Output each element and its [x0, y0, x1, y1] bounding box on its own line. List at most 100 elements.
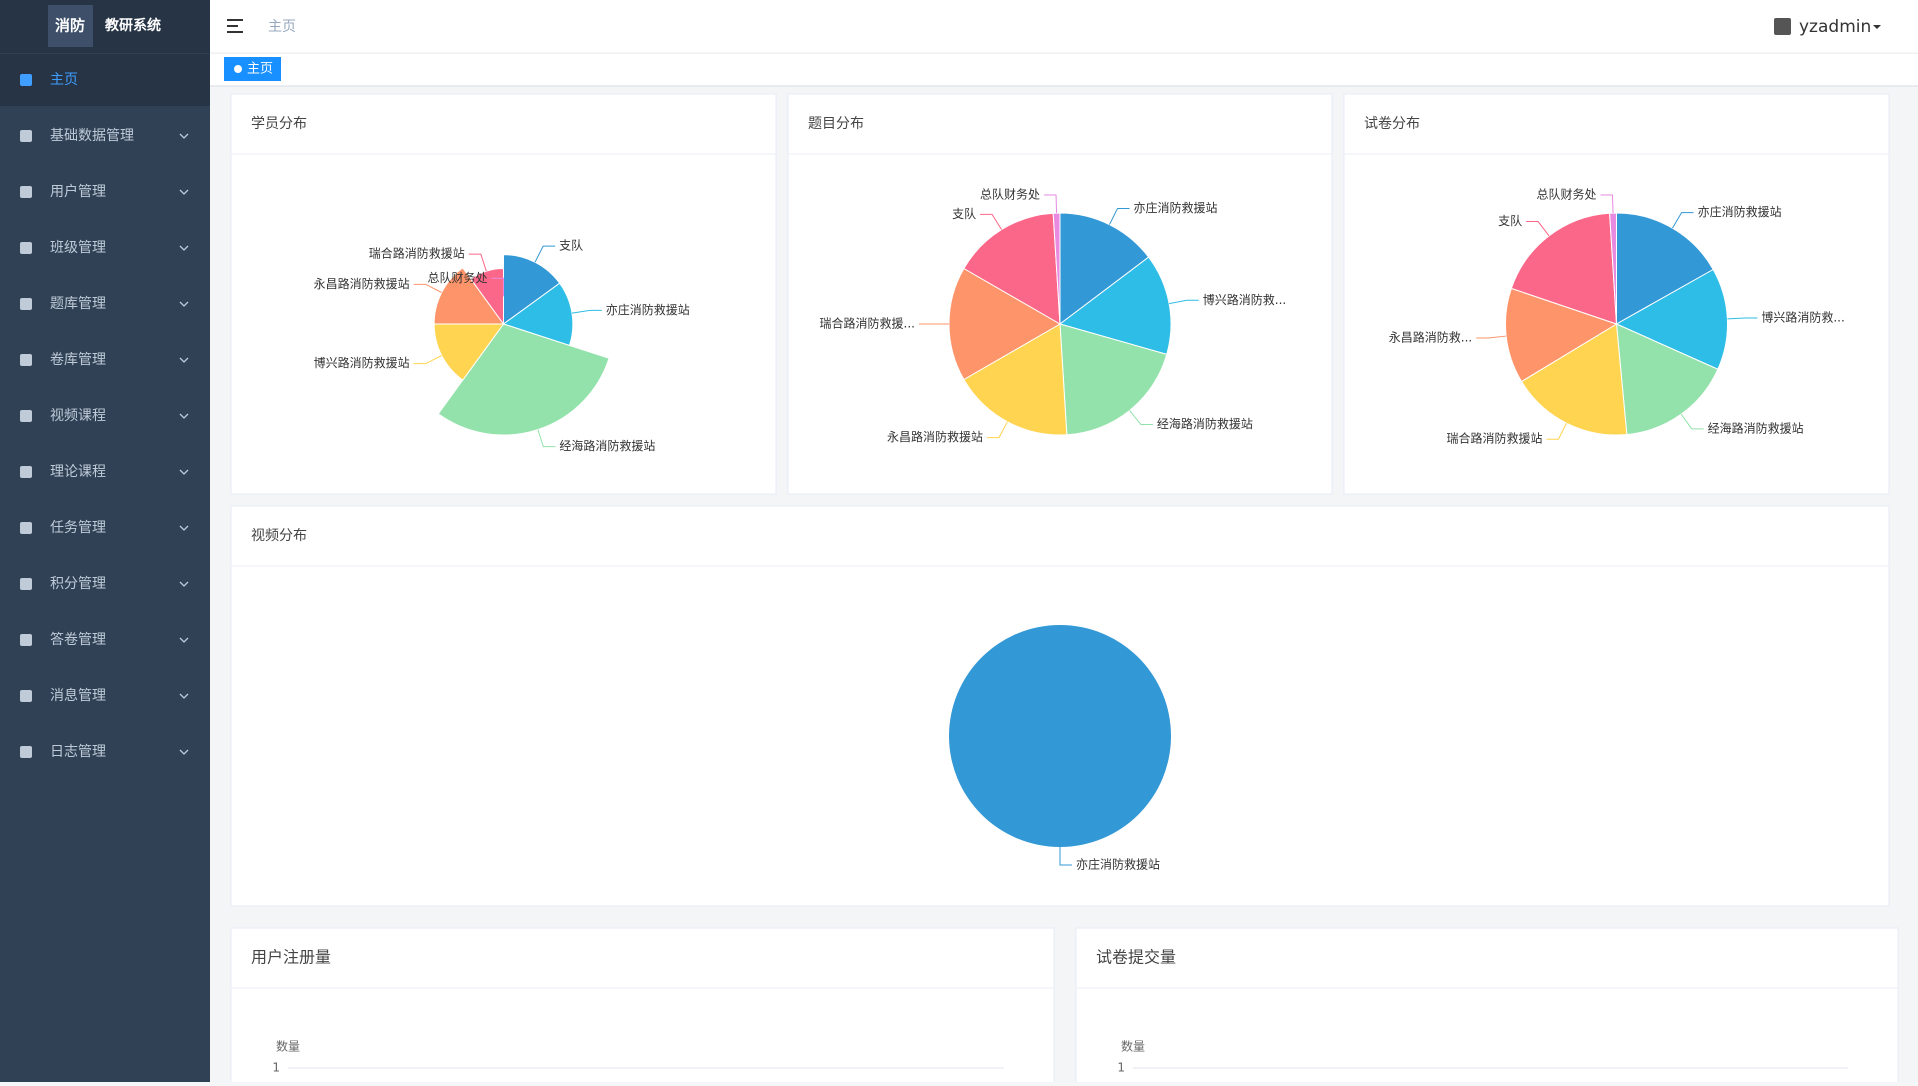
- pie-label: 总队财务处: [1536, 187, 1596, 202]
- pie-label: 支队: [1498, 213, 1522, 228]
- label-line: [986, 421, 1008, 439]
- pie-slice: [949, 625, 1171, 847]
- menu-item[interactable]: 理论课程: [50, 464, 106, 480]
- menu-chevron: [179, 133, 189, 139]
- label-line: [1727, 317, 1758, 320]
- menu-chevron: [179, 357, 189, 363]
- menu-item[interactable]: 题库管理: [50, 296, 106, 312]
- label-line: [1109, 208, 1130, 225]
- menu-item[interactable]: 班级管理: [50, 240, 106, 256]
- menu-chevron: [179, 301, 189, 307]
- menu-chevron: [179, 637, 189, 643]
- menu-item[interactable]: 视频课程: [50, 408, 106, 424]
- menu-icon: [20, 298, 32, 310]
- menu-icon: [20, 186, 32, 198]
- menu-icon: [20, 578, 32, 590]
- label-line: [1546, 422, 1568, 440]
- menu-chevron: [179, 245, 189, 251]
- card-title: 视频分布: [251, 528, 307, 544]
- pie-label: 支队: [559, 238, 583, 253]
- pie-label: 经海路消防救援站: [559, 438, 655, 453]
- pie-label: 瑞合路消防救援...: [820, 316, 915, 331]
- pie-slice: [1058, 256, 1172, 355]
- menu-item[interactable]: 基础数据管理: [50, 127, 134, 144]
- tag-label[interactable]: 主页: [247, 62, 273, 77]
- menu-item[interactable]: 日志管理: [50, 744, 106, 760]
- menu-chevron: [179, 413, 189, 419]
- card: [230, 927, 1055, 1086]
- label-line: [534, 245, 556, 263]
- tags-bar: [210, 54, 1918, 86]
- menu-item[interactable]: 任务管理: [50, 520, 106, 536]
- label-line: [491, 277, 504, 297]
- pie-label: 博兴路消防救援站: [314, 355, 410, 370]
- pie-label: 博兴路消防救...: [1203, 292, 1286, 307]
- label-line: [1526, 221, 1550, 237]
- y-axis-label: 数量: [1121, 1039, 1145, 1054]
- y-tick-label: 1: [1117, 1061, 1125, 1075]
- label-line: [980, 213, 1002, 230]
- pie-slice: [1510, 212, 1618, 325]
- label-line: [1680, 413, 1704, 430]
- pie-slice: [1059, 323, 1168, 436]
- breadcrumb[interactable]: 主页: [268, 19, 296, 35]
- menu-icon: [20, 746, 32, 758]
- menu-chevron: [179, 189, 189, 195]
- menu-item[interactable]: 积分管理: [50, 576, 106, 592]
- label-line: [413, 355, 442, 365]
- pie-slice: [1052, 212, 1061, 325]
- label-line: [1600, 194, 1614, 214]
- pie-label: 永昌路消防救援站: [314, 276, 410, 291]
- menu-icon: [20, 634, 32, 646]
- menu-item[interactable]: 答卷管理: [50, 631, 106, 648]
- header: [210, 0, 1918, 53]
- label-line: [537, 429, 556, 448]
- pie-slice: [1520, 323, 1628, 436]
- menu-chevron: [179, 693, 189, 699]
- label-line: [1672, 212, 1694, 229]
- menu-chevron: [179, 749, 189, 755]
- pie-slice: [1505, 287, 1618, 383]
- pie-label: 经海路消防救援站: [1157, 416, 1253, 431]
- card-title: 题目分布: [808, 116, 864, 132]
- pie-label: 亦庄消防救援站: [1698, 204, 1782, 219]
- y-axis-label: 数量: [276, 1039, 300, 1054]
- menu-chevron: [179, 469, 189, 475]
- menu-icon: [20, 130, 32, 142]
- pie-slice: [963, 323, 1068, 436]
- menu-chevron: [179, 525, 189, 531]
- card: [1075, 927, 1899, 1086]
- menu-item[interactable]: 主页: [50, 72, 78, 88]
- label-line: [1129, 410, 1153, 426]
- pie-label: 瑞合路消防救援站: [369, 246, 465, 261]
- menu-item[interactable]: 用户管理: [50, 183, 106, 200]
- pie-slice: [963, 212, 1061, 325]
- user-avatar[interactable]: [1774, 18, 1791, 35]
- pie-slice: [437, 323, 610, 436]
- menu-icon: [20, 522, 32, 534]
- user-name[interactable]: yzadmin: [1799, 17, 1871, 37]
- card-title: 试卷分布: [1364, 116, 1420, 132]
- menu-item[interactable]: 卷库管理: [50, 352, 106, 368]
- logo-bar: [0, 0, 210, 53]
- menu-icon: [20, 410, 32, 422]
- menu-icon: [20, 690, 32, 702]
- pie-label: 瑞合路消防救援站: [1446, 431, 1542, 446]
- hamburger[interactable]: [227, 19, 243, 33]
- pie-label: 亦庄消防救援站: [606, 302, 690, 317]
- pie-slice: [1059, 212, 1150, 326]
- user-caret[interactable]: [1873, 25, 1881, 29]
- label-line: [413, 283, 442, 293]
- logo-text: 教研系统: [105, 17, 161, 34]
- menu-icon: [20, 466, 32, 478]
- sidebar: [0, 0, 210, 1082]
- logo-badge: [48, 5, 93, 47]
- menu-icon: [20, 74, 32, 86]
- logo-text: 消防: [55, 17, 85, 35]
- menu-icon: [20, 242, 32, 254]
- label-line: [468, 253, 487, 272]
- label-line: [571, 309, 602, 314]
- menu-item[interactable]: 消息管理: [50, 687, 106, 704]
- tag-active[interactable]: [224, 57, 281, 81]
